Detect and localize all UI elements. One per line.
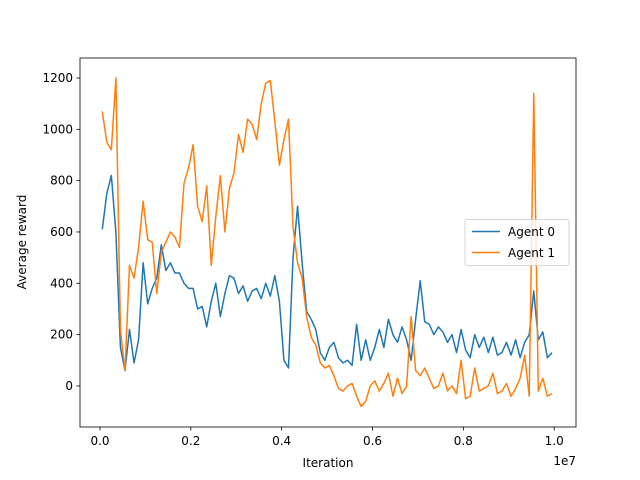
x-tick-label: 0.6 [363, 434, 382, 448]
series-line [101, 174, 553, 372]
x-tick-label: 0.8 [454, 434, 473, 448]
x-tick-label: 0.0 [90, 434, 109, 448]
legend-label: Agent 1 [508, 246, 555, 260]
y-tick-label: 400 [50, 276, 73, 290]
y-tick-label: 0 [65, 379, 73, 393]
y-tick-label: 1000 [42, 122, 73, 136]
x-tick-label: 1.0 [545, 434, 564, 448]
series-line [101, 77, 553, 408]
y-axis-label: Average reward [15, 195, 29, 290]
y-tick-label: 800 [50, 174, 73, 188]
x-offset-label: 1e7 [553, 454, 576, 468]
x-tick-label: 0.2 [181, 434, 200, 448]
y-tick-label: 1200 [42, 71, 73, 85]
legend-label: Agent 0 [508, 225, 555, 239]
plot-frame [79, 57, 577, 428]
x-tick-label: 0.4 [272, 434, 291, 448]
x-axis-label: Iteration [303, 456, 354, 470]
y-tick-label: 200 [50, 328, 73, 342]
y-tick-label: 600 [50, 225, 73, 239]
